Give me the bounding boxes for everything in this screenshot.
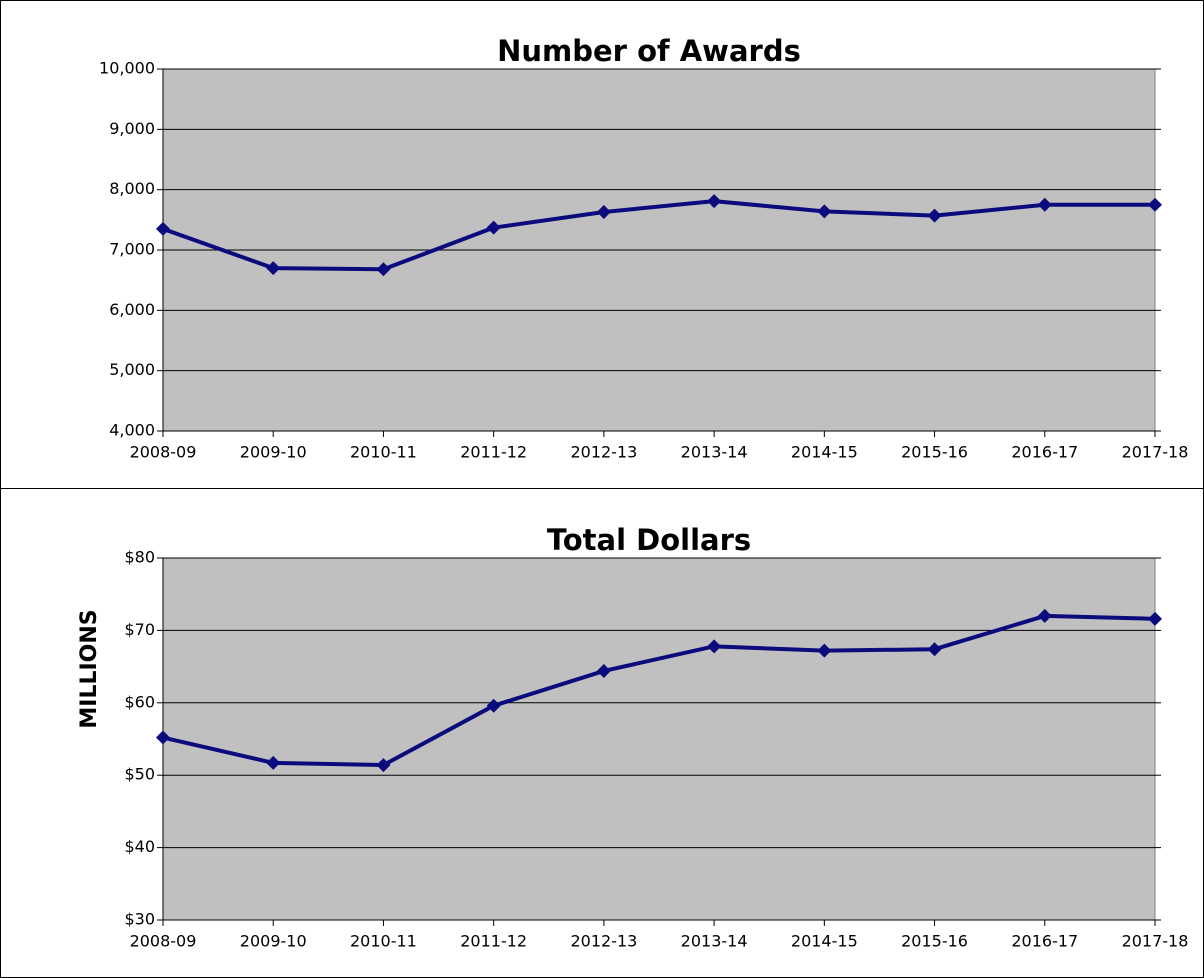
x-tick-label: 2015-16 xyxy=(901,932,968,951)
data-point xyxy=(927,208,942,223)
x-tick-label: 2010-11 xyxy=(350,443,417,462)
chart-title: Number of Awards xyxy=(497,34,801,68)
x-tick-label: 2016-17 xyxy=(1011,932,1078,951)
x-tick-label: 2012-13 xyxy=(570,443,637,462)
y-tick-label: 10,000 xyxy=(99,59,155,78)
data-point xyxy=(486,220,501,235)
y-tick-label: 6,000 xyxy=(109,300,155,319)
y-tick-label: $40 xyxy=(124,837,155,856)
y-tick-label: $80 xyxy=(124,548,155,567)
y-tick-label: 9,000 xyxy=(109,119,155,138)
x-tick-label: 2008-09 xyxy=(130,932,197,951)
y-tick-label: 8,000 xyxy=(109,179,155,198)
x-tick-label: 2014-15 xyxy=(791,443,858,462)
data-line xyxy=(162,613,1156,768)
data-point xyxy=(156,221,170,236)
data-point xyxy=(707,194,722,209)
y-tick-label: $60 xyxy=(124,692,155,711)
data-point xyxy=(817,643,832,658)
y-tick-label: $70 xyxy=(124,620,155,639)
data-point xyxy=(376,758,391,773)
plot-area xyxy=(162,557,1156,921)
data-point xyxy=(1148,611,1162,626)
chart-title: Total Dollars xyxy=(547,523,751,557)
x-tick-label: 2009-10 xyxy=(240,932,307,951)
data-point xyxy=(266,755,281,770)
y-tick-label: 7,000 xyxy=(109,240,155,259)
data-point xyxy=(817,204,832,219)
x-tick-label: 2012-13 xyxy=(570,932,637,951)
x-tick-label: 2011-12 xyxy=(460,932,527,951)
x-tick-label: 2011-12 xyxy=(460,443,527,462)
data-point xyxy=(927,642,942,657)
x-tick-label: 2010-11 xyxy=(350,932,417,951)
data-point xyxy=(156,730,170,745)
y-tick-label: $30 xyxy=(124,910,155,929)
data-point xyxy=(1037,608,1052,623)
y-tick-label: 5,000 xyxy=(109,360,155,379)
data-point xyxy=(376,262,391,277)
x-tick-label: 2008-09 xyxy=(130,443,197,462)
data-point xyxy=(1037,197,1052,212)
x-tick-label: 2013-14 xyxy=(681,932,748,951)
data-point xyxy=(486,698,501,713)
x-tick-label: 2017-18 xyxy=(1122,443,1189,462)
data-line xyxy=(162,199,1155,272)
y-tick-label: $50 xyxy=(124,765,155,784)
data-point xyxy=(707,639,722,654)
x-tick-label: 2014-15 xyxy=(791,932,858,951)
x-tick-label: 2009-10 xyxy=(240,443,307,462)
x-tick-label: 2013-14 xyxy=(681,443,748,462)
data-point xyxy=(1148,197,1162,212)
data-point xyxy=(596,663,611,678)
data-point xyxy=(266,261,281,276)
x-tick-label: 2015-16 xyxy=(901,443,968,462)
data-point xyxy=(596,204,611,219)
y-tick-label: 4,000 xyxy=(109,421,155,440)
x-tick-label: 2016-17 xyxy=(1011,443,1078,462)
x-tick-label: 2017-18 xyxy=(1122,932,1189,951)
y-axis-label: MILLIONS xyxy=(77,609,102,728)
